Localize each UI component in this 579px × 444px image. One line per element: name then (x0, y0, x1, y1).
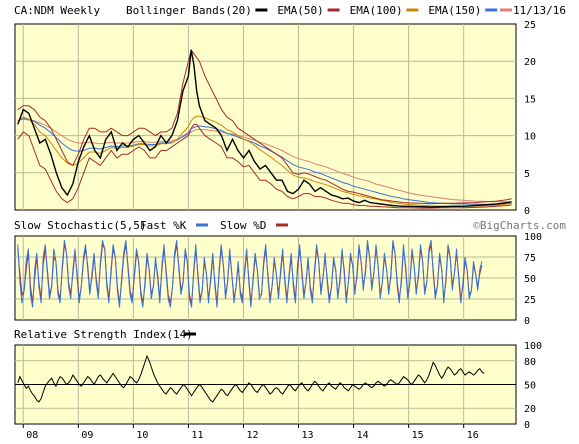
rsi-y-tick: 20 (524, 404, 536, 415)
stochastic-panel: 0 25 50 75 100 (14, 232, 542, 327)
series-ema-50- (17, 115, 512, 207)
x-axis: 08 09 10 11 12 13 14 15 16 (22, 424, 479, 441)
stoch-y-tick: 0 (524, 316, 530, 327)
price-y-tick: 5 (524, 169, 530, 180)
price-legend: Bollinger Bands(20) EMA(50) EMA(100) EMA(15… (126, 4, 512, 17)
stochastic-legend: Fast %K Slow %D (140, 219, 288, 232)
x-tick-label: 09 (81, 430, 93, 441)
stoch-y-tick: 50 (524, 274, 536, 285)
x-tick-label: 08 (26, 430, 38, 441)
price-y-tick: 25 (524, 20, 536, 31)
bigcharts-watermark: ©BigCharts.com (473, 219, 566, 232)
series-bb-upper (17, 48, 512, 205)
chart-date: 11/13/16 (513, 4, 566, 17)
x-tick-label: 15 (412, 430, 424, 441)
rsi-y-tick: 100 (524, 341, 542, 352)
stoch-y-tick: 75 (524, 253, 536, 264)
series-bb-lower (17, 123, 512, 209)
stochastic-title: Slow Stochastic(5,5) (14, 219, 146, 232)
series-ema-150- (17, 118, 512, 203)
legend-label: Bollinger Bands(20) (126, 4, 252, 17)
x-tick-label: 12 (246, 430, 258, 441)
x-tick-label: 11 (191, 430, 203, 441)
stoch-y-tick: 25 (524, 295, 536, 306)
rsi-y-tick: 80 (524, 357, 536, 368)
series-fast-k (17, 240, 483, 308)
rsi-panel: 0 20 50 80 100 (14, 341, 542, 431)
legend-label: EMA(50) (277, 4, 323, 17)
rsi-title: Relative Strength Index(14) (14, 328, 193, 341)
symbol-label: CA:NDM Weekly (14, 4, 100, 17)
series-rsi (17, 354, 485, 403)
fast-k-label: Fast %K (140, 219, 187, 232)
rsi-y-tick: 50 (524, 381, 536, 392)
price-y-tick: 10 (524, 132, 536, 143)
x-tick-label: 14 (357, 430, 369, 441)
price-panel: 0 5 10 15 20 25 (14, 20, 536, 217)
rsi-y-tick: 0 (524, 420, 530, 431)
legend-label: EMA(100) (350, 4, 403, 17)
slow-d-label: Slow %D (220, 219, 266, 232)
price-y-tick: 0 (524, 206, 530, 217)
price-y-tick: 15 (524, 94, 536, 105)
price-y-tick: 20 (524, 57, 536, 68)
x-tick-label: 16 (467, 430, 479, 441)
series-price (17, 49, 512, 208)
x-tick-label: 10 (136, 430, 148, 441)
stoch-y-tick: 100 (524, 232, 542, 243)
price-plot-area (14, 23, 517, 211)
x-tick-label: 13 (302, 430, 314, 441)
legend-label: EMA(150) (428, 4, 481, 17)
